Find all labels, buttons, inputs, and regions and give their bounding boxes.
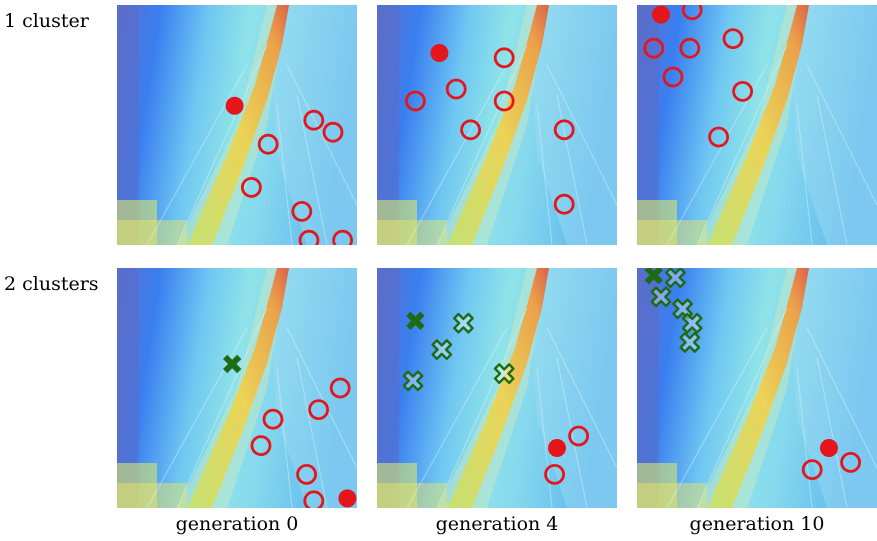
population-circle-marker xyxy=(257,133,279,155)
elite-dot-marker xyxy=(338,489,357,508)
population-circle-marker xyxy=(681,5,703,21)
population-circle-marker xyxy=(303,109,325,131)
population-circle-marker xyxy=(460,119,481,141)
fitness-landscape-panel xyxy=(637,5,877,245)
population-circle-marker xyxy=(801,459,823,481)
population-circle-marker xyxy=(568,425,590,447)
population-circle-marker xyxy=(679,37,701,59)
population-circle-marker xyxy=(840,451,862,473)
population-circle-marker xyxy=(322,121,344,143)
population-circle-marker xyxy=(553,193,575,215)
elite-dot-marker xyxy=(225,96,244,115)
cluster2-cross-marker xyxy=(493,363,515,384)
col-label-generation-4: generation 4 xyxy=(435,513,559,535)
cluster2-cross-marker xyxy=(665,268,686,288)
elite-dot-marker xyxy=(430,44,449,62)
population-circle-marker xyxy=(732,81,753,102)
population-circle-marker xyxy=(445,78,467,100)
fitness-landscape-panel xyxy=(117,5,357,245)
population-circle-marker xyxy=(332,229,353,245)
fitness-landscape-panel xyxy=(377,268,617,508)
population-circle-marker xyxy=(662,66,684,88)
cluster2-cross-marker xyxy=(650,286,672,308)
cluster2-cross-marker xyxy=(431,339,453,360)
population-circle-marker xyxy=(291,200,313,222)
population-circle-marker xyxy=(708,126,729,148)
elite-dot-marker xyxy=(820,439,838,457)
population-circle-marker xyxy=(329,377,351,399)
cluster2-elite-cross-marker xyxy=(223,354,242,374)
population-circle-marker xyxy=(303,490,325,508)
population-circle-marker xyxy=(298,229,320,245)
population-circle-marker xyxy=(262,408,284,430)
population-circle-marker xyxy=(643,37,665,59)
population-circle-marker xyxy=(240,176,262,198)
population-circle-marker xyxy=(308,399,330,421)
fitness-landscape-panel xyxy=(117,268,357,508)
cluster2-elite-cross-marker xyxy=(406,311,425,330)
elite-dot-marker xyxy=(548,439,566,457)
population-circle-marker xyxy=(544,463,566,485)
cluster2-cross-marker xyxy=(453,312,474,334)
cluster2-cross-marker xyxy=(681,312,703,334)
col-label-generation-0: generation 0 xyxy=(175,513,299,535)
cluster2-cross-marker xyxy=(679,332,701,353)
elite-dot-marker xyxy=(652,5,670,24)
population-circle-marker xyxy=(296,463,318,485)
population-circle-marker xyxy=(493,47,515,69)
cluster2-elite-cross-marker xyxy=(644,268,663,285)
fitness-landscape-panel xyxy=(637,268,877,508)
row-label-1-cluster: 1 cluster xyxy=(4,10,89,32)
population-circle-marker xyxy=(493,90,515,112)
fitness-landscape-panel xyxy=(377,5,617,245)
population-circle-marker xyxy=(250,435,272,457)
col-label-generation-10: generation 10 xyxy=(689,513,825,535)
cluster2-cross-marker xyxy=(402,370,424,392)
population-circle-marker xyxy=(722,28,744,49)
population-circle-marker xyxy=(405,90,426,112)
row-label-2-clusters: 2 clusters xyxy=(4,273,99,295)
population-circle-marker xyxy=(553,119,575,141)
